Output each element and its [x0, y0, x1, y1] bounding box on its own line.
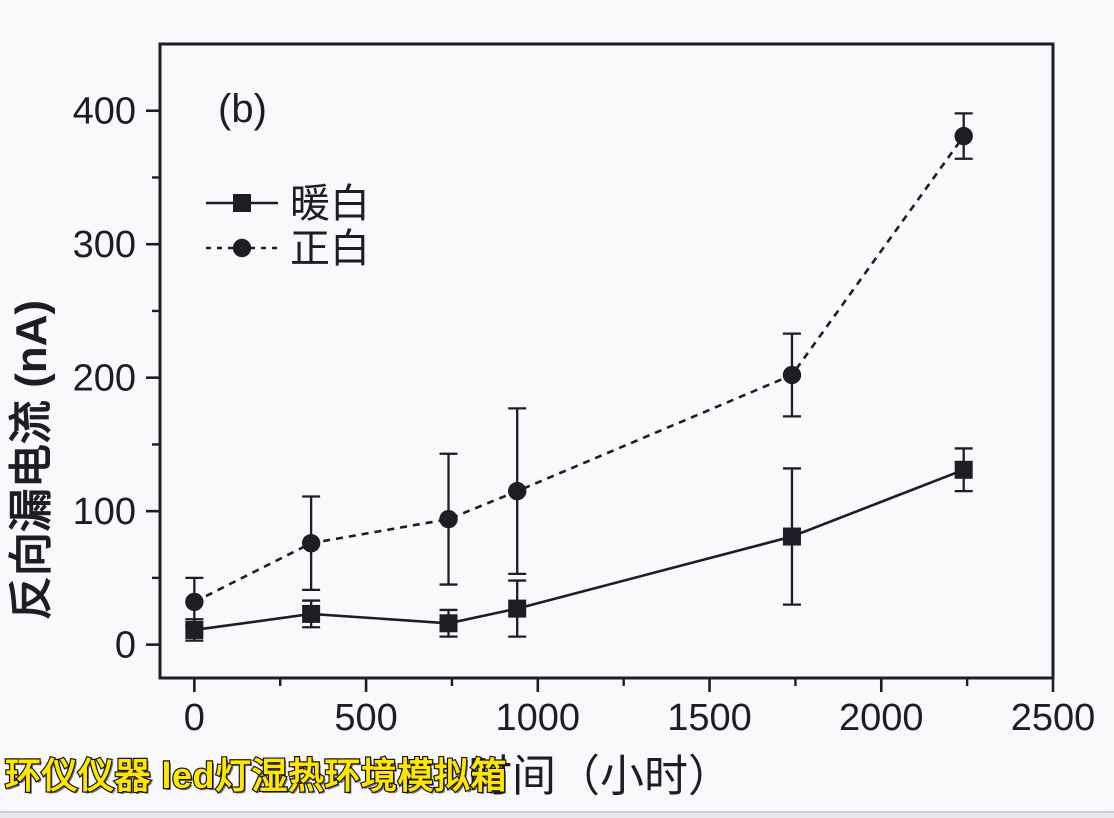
- x-tick-label: 2500: [1011, 697, 1096, 739]
- series-正白: [185, 112, 973, 628]
- x-axis-title: 时间（小时）: [468, 752, 732, 801]
- x-tick-label: 2000: [839, 697, 924, 739]
- legend-label-暖白: 暖白: [290, 182, 370, 226]
- x-tick-label: 0: [184, 697, 205, 739]
- y-tick-label: 300: [73, 224, 136, 266]
- axes-box: [158, 42, 1055, 680]
- x-tick-label: 1000: [496, 697, 581, 739]
- y-tick-label: 0: [115, 625, 136, 667]
- watermark-text: 环仪仪器 led灯湿热环境模拟箱: [4, 754, 508, 797]
- x-tick-label: 500: [334, 697, 397, 739]
- x-axis: 0 500 1000 1500 2000 2500 时间（小时）: [184, 678, 1095, 801]
- footer-strip: [0, 811, 1114, 818]
- y-axis: 0 100 200 300 400 反向漏电流 (nA): [7, 91, 160, 667]
- y-tick-label: 400: [73, 91, 136, 133]
- series-暖白: [185, 447, 973, 642]
- y-tick-label: 100: [73, 491, 136, 533]
- legend-label-正白: 正白: [290, 227, 370, 271]
- x-tick-label: 1500: [667, 697, 752, 739]
- panel-annotation: (b): [218, 87, 267, 131]
- y-tick-label: 200: [73, 358, 136, 400]
- y-axis-title: 反向漏电流 (nA): [7, 300, 56, 620]
